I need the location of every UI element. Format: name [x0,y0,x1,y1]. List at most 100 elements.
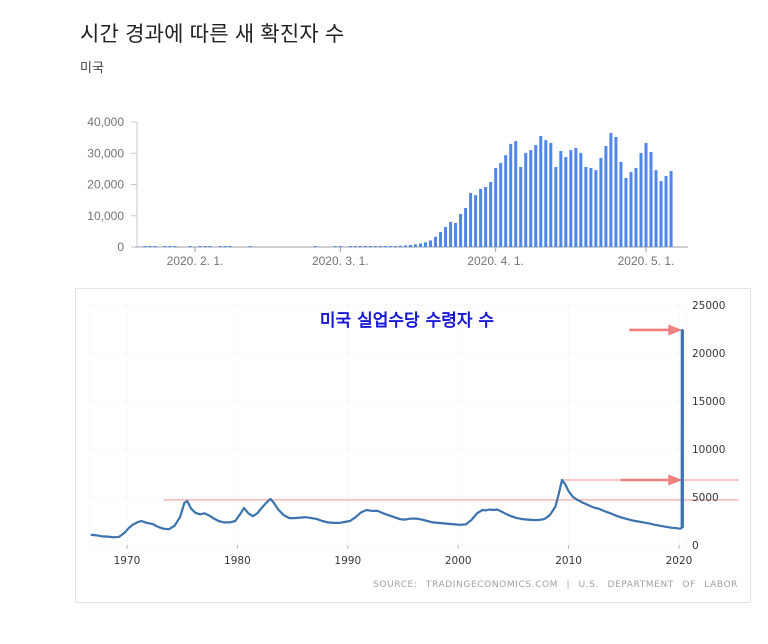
daily-cases-bar[interactable] [218,246,222,247]
daily-cases-bar[interactable] [549,142,553,247]
daily-cases-bar[interactable] [373,246,377,247]
daily-cases-bar[interactable] [589,167,593,247]
y-tick-label: 30,000 [87,146,124,160]
y-tick-label: 10,000 [87,209,124,223]
daily-cases-bar[interactable] [454,222,458,247]
daily-cases-bar[interactable] [163,246,167,247]
daily-cases-bar[interactable] [444,227,448,247]
daily-cases-bar[interactable] [208,246,212,247]
daily-cases-bar[interactable] [649,152,653,247]
daily-cases-bar[interactable] [629,172,633,247]
x-tick-label: 1970 [114,555,141,567]
daily-cases-bar[interactable] [424,242,428,247]
daily-cases-bar[interactable] [494,167,498,247]
daily-cases-bar[interactable] [464,207,468,247]
daily-cases-bar[interactable] [148,246,152,247]
y-tick-label: 0 [117,240,124,254]
daily-cases-bar[interactable] [604,146,608,247]
daily-cases-bar[interactable] [429,240,433,247]
daily-cases-bar[interactable] [388,246,392,247]
daily-cases-bar[interactable] [398,245,402,247]
daily-cases-bar[interactable] [363,246,367,247]
daily-cases-bar[interactable] [413,244,417,247]
daily-cases-bar[interactable] [223,246,227,247]
daily-cases-bar[interactable] [644,142,648,247]
daily-cases-bar[interactable] [153,246,157,247]
daily-cases-bar[interactable] [378,246,382,247]
y-tick-label: 20,000 [87,178,124,192]
daily-cases-bar[interactable] [333,246,337,247]
daily-cases-bar[interactable] [619,162,623,247]
daily-cases-bar[interactable] [484,187,488,247]
daily-cases-bar[interactable] [143,246,147,247]
daily-cases-bar[interactable] [348,246,352,247]
daily-cases-bar[interactable] [579,152,583,247]
daily-cases-bar[interactable] [614,137,618,247]
daily-cases-bar[interactable] [248,246,252,247]
daily-cases-bar[interactable] [449,222,453,247]
daily-cases-bar[interactable] [634,167,638,247]
daily-cases-bar[interactable] [574,147,578,247]
daily-cases-bar[interactable] [469,192,473,247]
daily-cases-bar[interactable] [514,141,518,247]
daily-cases-bar[interactable] [358,246,362,247]
y-tick-label: 5000 [692,492,719,504]
daily-cases-bar[interactable] [654,170,658,248]
daily-cases-bar[interactable] [353,246,357,247]
daily-cases-bar[interactable] [168,246,172,247]
y-tick-label: 40,000 [87,115,124,129]
daily-cases-bar[interactable] [408,244,412,247]
daily-cases-bar[interactable] [439,232,443,247]
daily-cases-bar[interactable] [559,151,563,247]
daily-cases-bar[interactable] [624,177,628,247]
x-tick-label: 2020. 4. 1. [467,254,524,268]
daily-cases-bar[interactable] [509,143,513,248]
y-tick-label: 0 [692,540,699,552]
daily-cases-bar[interactable] [338,246,342,247]
gfc-peak-arrow-head [668,474,683,486]
daily-cases-bar[interactable] [479,188,483,248]
daily-cases-bar[interactable] [489,182,493,247]
daily-cases-bar[interactable] [403,245,407,247]
daily-cases-bar[interactable] [474,195,478,248]
daily-cases-bar[interactable] [584,167,588,247]
daily-cases-bar[interactable] [203,246,207,247]
daily-cases-bar[interactable] [564,157,568,247]
daily-cases-bar[interactable] [539,136,543,247]
claims-line [90,328,684,539]
daily-cases-bar[interactable] [393,245,397,247]
daily-cases-bar[interactable] [544,140,548,248]
y-tick-label: 15000 [692,396,725,408]
daily-cases-bar[interactable] [639,152,643,247]
daily-cases-bar[interactable] [524,152,528,247]
daily-cases-bar[interactable] [228,246,232,247]
daily-cases-bar[interactable] [188,246,192,247]
daily-cases-bar[interactable] [554,167,558,247]
daily-cases-bar[interactable] [529,150,533,248]
daily-cases-bar[interactable] [594,170,598,248]
daily-cases-bar[interactable] [383,246,387,247]
daily-cases-bar[interactable] [519,167,523,247]
daily-cases-bar[interactable] [434,236,438,247]
x-tick-label: 2020. 5. 1. [618,254,675,268]
daily-cases-bar[interactable] [504,155,508,248]
daily-cases-bar[interactable] [534,145,538,248]
daily-cases-bar[interactable] [173,246,177,247]
daily-cases-bar[interactable] [609,132,613,247]
daily-cases-bar[interactable] [659,181,663,247]
y-tick-label: 20000 [692,348,725,360]
daily-cases-bar[interactable] [419,243,422,247]
daily-cases-bar[interactable] [569,150,573,248]
daily-cases-bar[interactable] [198,246,202,247]
daily-cases-bar[interactable] [368,246,372,247]
daily-cases-bar[interactable] [499,162,503,247]
daily-cases-bar[interactable] [313,246,317,247]
daily-cases-bar[interactable] [664,176,668,247]
x-tick-label: 1980 [224,555,251,567]
daily-cases-bar[interactable] [599,157,603,247]
x-tick-label: 2020. 2. 1. [167,254,224,268]
daily-cases-bar[interactable] [459,213,463,248]
x-tick-label: 2020 [666,555,693,567]
daily-cases-bar[interactable] [669,171,673,247]
